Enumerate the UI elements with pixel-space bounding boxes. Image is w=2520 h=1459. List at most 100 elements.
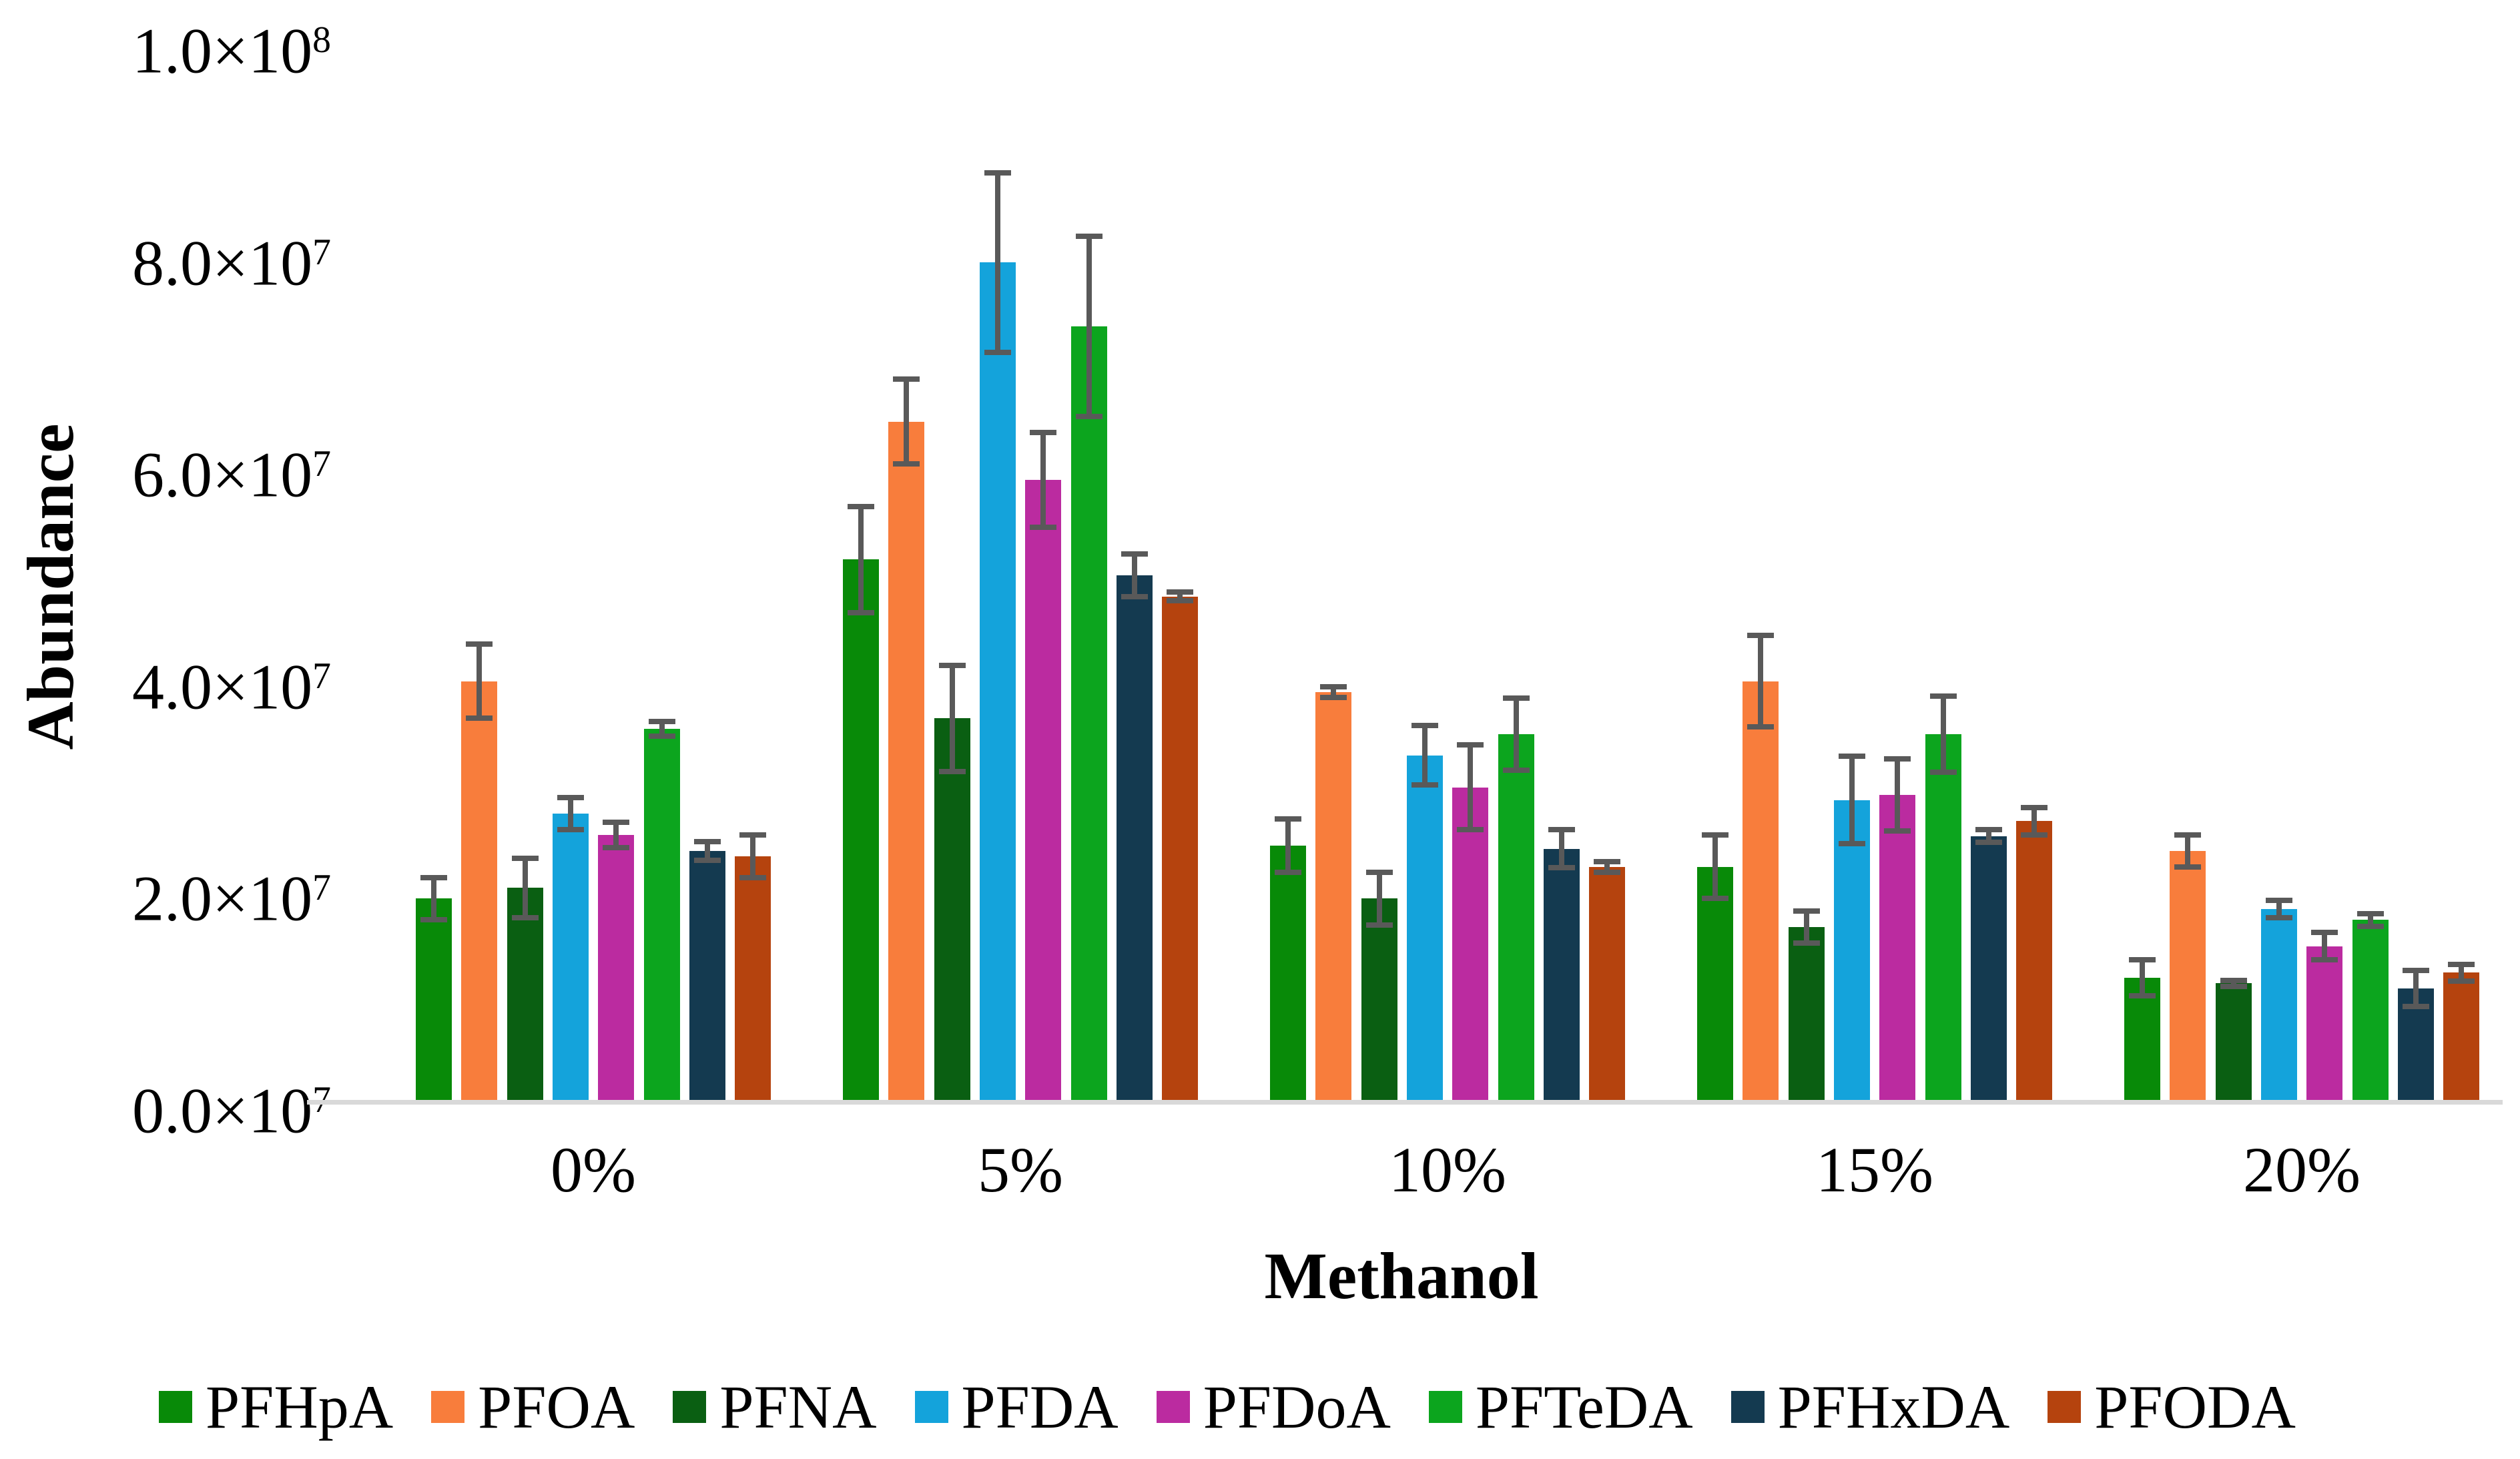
error-stem-pfhxda-10 — [1558, 830, 1564, 868]
error-cap-bottom-pfhpa-20 — [2129, 993, 2156, 999]
y-tick-2.0×107: 2.0×107 — [132, 863, 331, 934]
error-cap-top-pfdoa-10 — [1457, 742, 1484, 748]
bar-pfna-0 — [507, 888, 543, 1100]
error-cap-top-pfhxda-10 — [1548, 827, 1575, 833]
error-cap-bottom-pfhpa-0 — [420, 917, 447, 923]
bar-pfdoa-20 — [2306, 946, 2343, 1100]
bar-pfna-20 — [2215, 983, 2252, 1100]
error-cap-bottom-pfteda-15 — [1929, 770, 1957, 776]
legend-label-pfoda: PFODA — [2094, 1373, 2296, 1441]
error-cap-top-pfdoa-0 — [603, 819, 630, 825]
error-cap-top-pfdoa-20 — [2311, 930, 2338, 936]
error-stem-pfda-5 — [994, 172, 1000, 353]
error-cap-bottom-pfna-10 — [1365, 922, 1393, 928]
error-cap-bottom-pfhxda-15 — [1975, 840, 2002, 846]
error-cap-top-pfhxda-20 — [2402, 968, 2429, 974]
chart-legend: PFHpA PFOA PFNA PFDA PFDoA PFTeDA PFHxDA PFODA — [159, 1374, 2296, 1440]
bar-pfoa-0 — [461, 681, 498, 1100]
error-cap-bottom-pfhpa-5 — [848, 609, 874, 615]
error-cap-top-pfna-5 — [938, 662, 966, 668]
error-stem-pfdoa-0 — [613, 822, 619, 848]
error-cap-top-pfhpa-20 — [2129, 957, 2156, 963]
bar-pfteda-5 — [1070, 326, 1107, 1100]
legend-label-pfna: PFNA — [719, 1373, 877, 1441]
error-cap-bottom-pfdoa-5 — [1030, 525, 1057, 531]
error-cap-bottom-pfda-10 — [1411, 782, 1438, 788]
legend-item-pfteda: PFTeDA — [1428, 1374, 1693, 1440]
legend-swatch-pfoda — [2048, 1391, 2082, 1423]
y-tick-8.0×107: 8.0×107 — [132, 227, 331, 299]
error-cap-bottom-pfteda-20 — [2356, 923, 2384, 929]
bar-pfda-20 — [2260, 909, 2297, 1100]
bar-pfoa-20 — [2170, 850, 2206, 1100]
x-tick-10: 10% — [1389, 1134, 1506, 1205]
legend-item-pfda: PFDA — [914, 1374, 1119, 1440]
legend-swatch-pfna — [673, 1391, 707, 1423]
bar-pfhxda-15 — [1970, 836, 2007, 1100]
error-cap-bottom-pfoa-0 — [466, 715, 493, 721]
error-cap-top-pfna-0 — [511, 855, 539, 861]
bar-pfteda-20 — [2352, 920, 2389, 1100]
error-cap-top-pfhpa-10 — [1275, 816, 1301, 822]
error-stem-pfteda-15 — [1940, 695, 1946, 773]
error-stem-pfhpa-0 — [431, 877, 436, 920]
error-stem-pfoda-0 — [750, 835, 756, 878]
error-stem-pfteda-10 — [1513, 698, 1519, 771]
bar-pfoda-20 — [2443, 972, 2480, 1100]
error-cap-bottom-pfoa-10 — [1320, 694, 1347, 700]
error-stem-pfhpa-20 — [2140, 960, 2145, 996]
error-cap-bottom-pfoda-15 — [2021, 832, 2048, 838]
y-tick-0.0×107: 0.0×107 — [132, 1075, 331, 1147]
error-stem-pfoda-5 — [1177, 592, 1183, 601]
error-stem-pfna-20 — [2230, 980, 2236, 987]
bar-pfna-10 — [1361, 898, 1397, 1100]
error-cap-top-pfhpa-0 — [420, 874, 447, 880]
error-stem-pfda-15 — [1849, 756, 1855, 844]
legend-swatch-pfhxda — [1730, 1391, 1765, 1423]
error-stem-pfdoa-5 — [1040, 432, 1046, 528]
error-stem-pfteda-5 — [1086, 236, 1092, 416]
error-cap-bottom-pfteda-0 — [648, 734, 675, 740]
error-cap-top-pfna-20 — [2220, 977, 2247, 983]
bar-pfoda-15 — [2016, 821, 2053, 1100]
error-cap-bottom-pfhpa-15 — [1702, 896, 1728, 902]
legend-swatch-pfoa — [431, 1391, 465, 1423]
error-cap-top-pfteda-15 — [1929, 693, 1957, 699]
bar-pfda-15 — [1833, 800, 1870, 1100]
legend-label-pfoa: PFOA — [478, 1373, 635, 1441]
error-cap-bottom-pfda-15 — [1838, 840, 1865, 846]
error-cap-top-pfoa-15 — [1747, 633, 1775, 639]
error-cap-bottom-pfna-20 — [2220, 984, 2247, 990]
error-stem-pfhxda-0 — [704, 841, 710, 861]
y-tick-4.0×107: 4.0×107 — [132, 651, 331, 723]
error-cap-bottom-pfda-5 — [984, 350, 1011, 356]
error-cap-bottom-pfda-20 — [2265, 914, 2292, 920]
error-cap-top-pfhxda-15 — [1975, 827, 2002, 833]
error-cap-bottom-pfhxda-0 — [693, 858, 721, 864]
x-axis-title: Methanol — [1264, 1239, 1539, 1313]
bar-pfhpa-0 — [416, 898, 452, 1100]
bar-pfdoa-10 — [1452, 787, 1489, 1100]
legend-item-pfoa: PFOA — [431, 1374, 635, 1440]
error-cap-bottom-pfhxda-20 — [2402, 1004, 2429, 1010]
error-cap-top-pfda-5 — [984, 170, 1011, 176]
error-cap-bottom-pfdoa-15 — [1884, 828, 1911, 834]
error-stem-pfna-5 — [949, 665, 955, 772]
error-cap-bottom-pfhxda-5 — [1121, 593, 1148, 599]
bar-pfda-10 — [1406, 755, 1443, 1100]
error-cap-bottom-pfhxda-10 — [1548, 865, 1575, 871]
bar-pfoa-15 — [1743, 681, 1779, 1100]
error-cap-top-pfna-15 — [1793, 908, 1820, 914]
legend-label-pfhpa: PFHpA — [206, 1373, 394, 1441]
legend-swatch-pfhpa — [159, 1391, 192, 1423]
error-cap-top-pfteda-0 — [648, 719, 675, 725]
error-cap-top-pfoda-0 — [739, 832, 767, 838]
error-cap-bottom-pfoa-20 — [2174, 864, 2202, 870]
error-stem-pfoda-15 — [2031, 807, 2037, 835]
legend-swatch-pfdoa — [1156, 1391, 1190, 1423]
bar-pfhpa-10 — [1270, 845, 1306, 1100]
legend-item-pfdoa: PFDoA — [1156, 1374, 1391, 1440]
x-tick-20: 20% — [2243, 1134, 2360, 1205]
error-stem-pfna-0 — [522, 858, 528, 918]
error-cap-top-pfoda-20 — [2448, 961, 2475, 967]
